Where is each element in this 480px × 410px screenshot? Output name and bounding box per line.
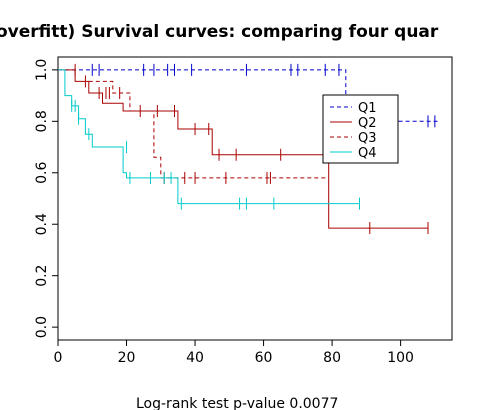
legend-label-q1: Q1 bbox=[358, 101, 377, 116]
chart-title: overfitt) Survival curves: comparing fou… bbox=[0, 22, 439, 42]
x-tick-label: 60 bbox=[255, 350, 273, 366]
x-tick-label: 100 bbox=[387, 350, 414, 366]
y-tick-label: 0.6 bbox=[34, 162, 50, 184]
series-line-q3 bbox=[88, 80, 329, 179]
y-axis: 0.0 0.2 0.4 0.6 0.8 1.0 bbox=[34, 59, 58, 338]
y-tick-label: 0.8 bbox=[34, 110, 50, 132]
y-tick-label: 0.4 bbox=[34, 213, 50, 235]
y-tick-label: 0.2 bbox=[34, 265, 50, 287]
x-axis: 0 20 40 60 80 100 bbox=[54, 340, 414, 366]
y-tick-label: 0.0 bbox=[34, 316, 50, 338]
legend-label-q2: Q2 bbox=[358, 116, 377, 131]
x-tick-label: 20 bbox=[118, 350, 136, 366]
plot-frame bbox=[57, 56, 453, 341]
x-tick-label: 0 bbox=[54, 350, 63, 366]
series-line-q4 bbox=[58, 69, 360, 205]
legend-label-q4: Q4 bbox=[358, 146, 377, 161]
x-tick-label: 80 bbox=[323, 350, 341, 366]
y-tick-label: 1.0 bbox=[34, 59, 50, 81]
legend-label-q3: Q3 bbox=[358, 131, 377, 146]
footnote: Log-rank test p-value 0.0077 bbox=[136, 396, 338, 410]
x-tick-label: 40 bbox=[186, 350, 204, 366]
